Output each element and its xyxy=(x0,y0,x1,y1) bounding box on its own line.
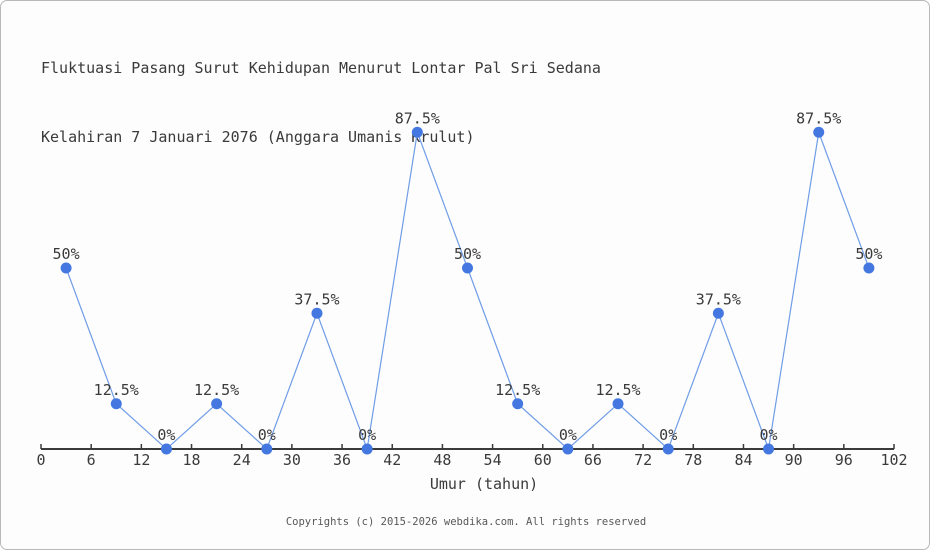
data-point-label: 0% xyxy=(358,426,376,444)
data-point xyxy=(712,307,724,319)
data-point xyxy=(211,398,223,410)
x-tick-label: 90 xyxy=(785,451,803,469)
x-tick-label: 66 xyxy=(584,451,602,469)
data-point-label: 12.5% xyxy=(495,381,540,399)
data-point-label: 12.5% xyxy=(194,381,239,399)
data-point-label: 0% xyxy=(659,426,677,444)
chart-title-line2: Kelahiran 7 Januari 2076 (Anggara Umanis… xyxy=(41,128,475,146)
data-point-label: 50% xyxy=(53,245,80,263)
x-tick-label: 0 xyxy=(36,451,45,469)
chart-line xyxy=(65,129,870,452)
data-point xyxy=(261,443,273,455)
data-point-label: 87.5% xyxy=(796,109,841,127)
data-point xyxy=(361,443,373,455)
x-tick-label: 54 xyxy=(484,451,502,469)
life-fluctuation-line-chart: 0 6 12 18 24 30 36 42 48 54 60 66 72 78 84 90 96 102 50% 12… xyxy=(36,109,907,469)
data-point xyxy=(411,126,423,138)
data-point xyxy=(662,443,674,455)
data-point xyxy=(60,262,72,274)
x-tick-label: 96 xyxy=(835,451,853,469)
copyright-text: Copyrights (c) 2015-2026 webdika.com. Al… xyxy=(285,516,647,528)
data-point-label: 50% xyxy=(454,245,481,263)
x-tick-label: 48 xyxy=(433,451,451,469)
x-tick-label: 60 xyxy=(534,451,552,469)
data-point xyxy=(863,262,875,274)
chart-title: Fluktuasi Pasang Surut Kehidupan Menurut… xyxy=(41,11,601,195)
x-tick-label: 84 xyxy=(734,451,752,469)
data-point-label: 0% xyxy=(258,426,276,444)
data-point-label: 0% xyxy=(559,426,577,444)
chart-title-line1: Fluktuasi Pasang Surut Kehidupan Menurut… xyxy=(41,59,601,77)
data-point xyxy=(160,443,172,455)
x-tick-label: 102 xyxy=(880,451,907,469)
data-point xyxy=(612,398,624,410)
x-tick-label: 12 xyxy=(132,451,150,469)
data-point-label: 50% xyxy=(855,245,882,263)
data-point xyxy=(311,307,323,319)
data-point-label: 12.5% xyxy=(595,381,640,399)
x-tick-label: 24 xyxy=(233,451,251,469)
data-point xyxy=(813,126,825,138)
x-tick-label: 30 xyxy=(283,451,301,469)
data-point-label: 87.5% xyxy=(395,109,440,127)
data-point xyxy=(562,443,574,455)
x-tick-label: 18 xyxy=(182,451,200,469)
data-point xyxy=(462,262,473,274)
x-tick-label: 78 xyxy=(684,451,702,469)
data-point xyxy=(110,398,122,410)
data-point-label: 0% xyxy=(760,426,778,444)
x-tick-label: 6 xyxy=(87,451,96,469)
data-point xyxy=(512,398,524,410)
data-point-label: 37.5% xyxy=(294,290,339,308)
x-tick-label: 72 xyxy=(634,451,652,469)
x-tick-label: 36 xyxy=(333,451,351,469)
data-point-label: 37.5% xyxy=(696,290,741,308)
data-point-label: 12.5% xyxy=(94,381,139,399)
data-point xyxy=(763,443,775,455)
data-point-label: 0% xyxy=(157,426,175,444)
x-tick-label: 42 xyxy=(383,451,401,469)
x-axis-label: Umur (tahun) xyxy=(429,475,539,493)
